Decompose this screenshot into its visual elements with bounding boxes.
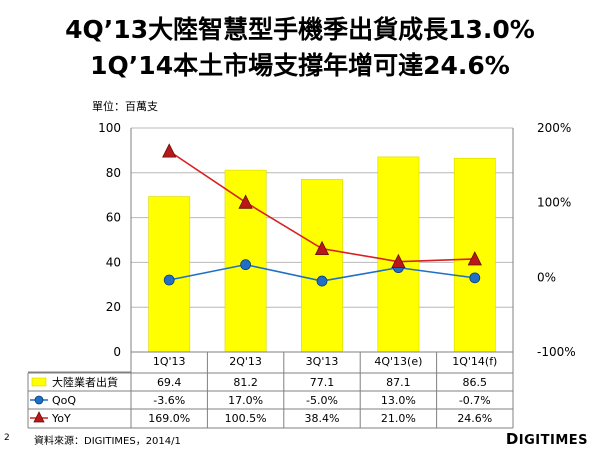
page-number: 2 bbox=[4, 433, 10, 443]
table-value: 77.1 bbox=[310, 376, 335, 389]
source-note: 資料來源：DIGITIMES，2014/1 bbox=[34, 436, 181, 447]
table-value: -5.0% bbox=[306, 394, 338, 407]
y-tick-label: 60 bbox=[106, 211, 121, 225]
legend-label: 大陸業者出貨 bbox=[52, 375, 118, 389]
table-value: 21.0% bbox=[381, 412, 416, 425]
y2-tick-label: -100% bbox=[537, 345, 576, 359]
unit-label: 單位：百萬支 bbox=[92, 100, 158, 113]
legend-key-marker bbox=[33, 411, 45, 423]
chart-title-line1: 4Q’13大陸智慧型手機季出貨成長13.0% bbox=[65, 15, 535, 44]
y2-tick-label: 200% bbox=[537, 121, 571, 135]
table-value: 17.0% bbox=[228, 394, 263, 407]
bar-3 bbox=[301, 178, 343, 353]
legend-key-bar bbox=[31, 377, 47, 387]
point-YoY-3 bbox=[314, 240, 330, 256]
point-QoQ-2 bbox=[240, 259, 252, 271]
table-value: 38.4% bbox=[305, 412, 340, 425]
point-YoY-2 bbox=[238, 194, 253, 209]
y-tick-label: 100 bbox=[98, 121, 121, 135]
bar-1 bbox=[148, 196, 191, 353]
table-value: 81.2 bbox=[233, 376, 258, 389]
y2-tick-label: 0% bbox=[537, 270, 556, 284]
x-tick-label: 1Q'14(f) bbox=[452, 355, 497, 368]
table-value: 87.1 bbox=[386, 376, 411, 389]
table-value: 69.4 bbox=[157, 376, 182, 389]
brand-initial: D bbox=[505, 430, 519, 448]
point-QoQ-3 bbox=[316, 275, 328, 287]
y-tick-label: 40 bbox=[106, 255, 121, 269]
table-value: -0.7% bbox=[459, 394, 491, 407]
point-YoY-5 bbox=[467, 251, 482, 266]
y-tick-label: 20 bbox=[106, 300, 121, 314]
point-YoY-4 bbox=[391, 253, 406, 269]
x-tick-label: 3Q'13 bbox=[306, 355, 339, 368]
legend-label: QoQ bbox=[52, 394, 76, 407]
point-QoQ-1 bbox=[163, 274, 175, 286]
brand-rest: IGITIMES bbox=[518, 433, 588, 448]
table-value: 169.0% bbox=[148, 412, 190, 425]
axis-layer: 0 20 40 60 80 100 -100% 0% 100% 200% bbox=[98, 121, 576, 359]
x-tick-label: 1Q'13 bbox=[153, 355, 186, 368]
table-value: 86.5 bbox=[463, 376, 488, 389]
point-QoQ-5 bbox=[469, 272, 481, 284]
lines-layer bbox=[162, 143, 482, 287]
x-tick-label: 2Q'13 bbox=[229, 355, 262, 368]
data-table: 1Q'13 2Q'13 3Q'13 4Q'13(e) 1Q'14(f) 大陸業者出貨 69.… bbox=[27, 352, 514, 429]
y-tick-label: 80 bbox=[106, 166, 121, 180]
x-tick-label: 4Q'13(e) bbox=[374, 355, 422, 368]
table-value: 24.6% bbox=[457, 412, 492, 425]
y-tick-label: 0 bbox=[113, 345, 121, 359]
chart-title-line2: 1Q’14本土市場支撐年增可達24.6% bbox=[90, 51, 510, 80]
table-value: 100.5% bbox=[225, 412, 267, 425]
legend-label: YoY bbox=[51, 412, 71, 425]
point-YoY-1 bbox=[162, 143, 177, 158]
y2-tick-label: 100% bbox=[537, 196, 571, 210]
legend-key-marker bbox=[34, 395, 44, 405]
bars-layer bbox=[148, 156, 496, 353]
combo-chart: 0 20 40 60 80 100 -100% 0% 100% 200% 1Q'13 2Q'13 3Q… bbox=[27, 121, 576, 429]
table-value: 13.0% bbox=[381, 394, 416, 407]
brand-logo: DIGITIMES bbox=[506, 430, 588, 448]
table-value: -3.6% bbox=[153, 394, 185, 407]
